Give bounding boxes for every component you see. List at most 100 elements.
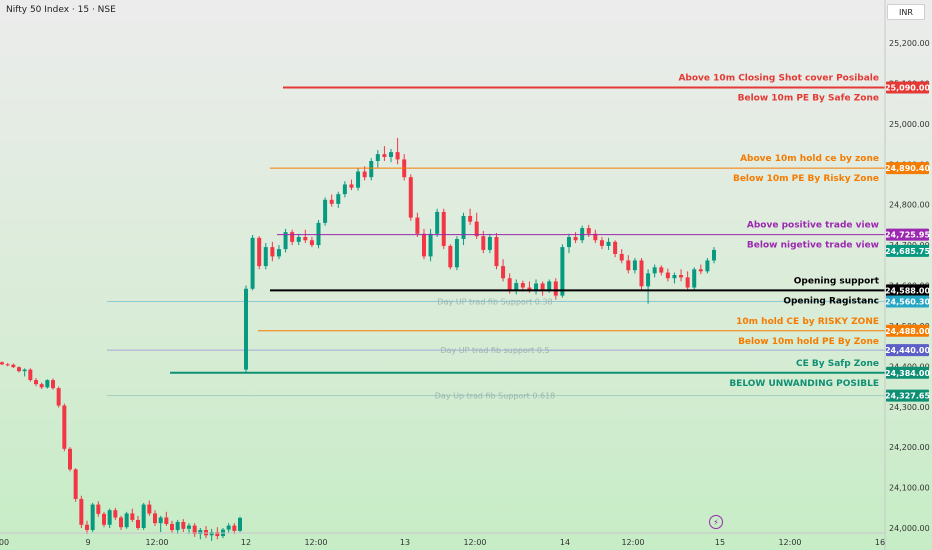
candle-body (494, 237, 499, 267)
x-tick-label: 15 (715, 538, 725, 547)
candle-body (461, 215, 466, 240)
candle-body (22, 369, 27, 372)
candle-body (566, 237, 571, 248)
level-label-below: Below nigetive trade view (747, 241, 879, 251)
candle-body (232, 525, 237, 531)
level-price-badge (886, 162, 929, 175)
y-tick-label: 24,100.00 (889, 484, 930, 493)
chart-title: Nifty 50 Index · 15 · NSE (6, 5, 116, 15)
candle-body (514, 283, 519, 290)
candle-body (501, 266, 506, 279)
lightning-bolt-icon[interactable]: ⚡ (709, 515, 723, 529)
candle-body (428, 233, 433, 257)
fib-price-badge (886, 344, 929, 357)
level-price-badge-text: 25,090.00 (885, 83, 930, 92)
candle-body (263, 247, 268, 267)
level-price-badge (886, 228, 929, 241)
candle-body (215, 532, 220, 537)
x-tick-label: 9 (85, 538, 90, 547)
currency-button[interactable]: INR (887, 4, 925, 20)
candle-body (560, 247, 565, 296)
last-price-badge-text: 24,685.75 (885, 247, 930, 256)
candle-body (672, 274, 677, 279)
level-price-badge-text: 24,588.00 (885, 286, 930, 295)
level-lines: Above 10m Closing Shot cover Posibale Bel… (170, 73, 885, 389)
candle-body (659, 267, 664, 273)
candle-body (276, 249, 281, 257)
candle-body (632, 260, 637, 271)
candle-body (619, 253, 624, 261)
candle-body (435, 211, 440, 234)
candle-body (290, 232, 295, 242)
level-price-badge (886, 324, 929, 337)
candle-body (170, 523, 174, 531)
candle-body (136, 519, 140, 528)
level-label-above: 10m hold CE by RISKY ZONE (736, 317, 879, 327)
candle-body (336, 194, 341, 204)
x-tick-label: 12:00 (778, 538, 801, 547)
level-price-badge-text: 24,384.00 (885, 369, 930, 378)
level-label-above: CE By Safp Zone (796, 359, 879, 369)
candle-body (107, 510, 112, 525)
candle-body (79, 498, 84, 525)
level-label-above: Opening support (794, 276, 880, 286)
candle-body (454, 239, 459, 268)
candle-body (652, 267, 657, 274)
y-tick-label: 24,800.00 (889, 201, 930, 210)
candle-body (468, 215, 473, 222)
candle-body (141, 504, 146, 528)
x-tick-label: 12:00 (145, 538, 168, 547)
candle-body (296, 237, 301, 242)
candle-body (421, 233, 426, 257)
level-price-badge (886, 81, 929, 94)
fib-label: Day Up trad fib Support 0.618 (435, 392, 556, 401)
candle-body (395, 152, 400, 160)
candle-body (329, 199, 334, 204)
fib-price-badge-text: 24,327.65 (885, 392, 930, 401)
fib-lines: Day UP trad fib Support 0.38 Day UP trad … (107, 298, 885, 401)
time-axis[interactable]: 00 9 12:00 12 12:00 13 12:00 14 12:00 15 12:00 16 (0, 538, 885, 547)
candle-body (17, 367, 21, 372)
x-tick-label: 13 (400, 538, 410, 547)
level-price-badge (886, 284, 929, 297)
candle-body (323, 199, 328, 223)
candle-body (11, 364, 16, 368)
candle-body (34, 380, 38, 385)
candle-body (303, 237, 308, 241)
level-label-above: Above 10m Closing Shot cover Posibale (678, 73, 879, 83)
level-label-above: Above positive trade view (747, 221, 879, 231)
candle-body (441, 211, 446, 246)
candle-body (679, 274, 684, 278)
candle-body (113, 510, 118, 518)
candle-body (73, 469, 78, 499)
candle-body (685, 277, 690, 288)
level-label-below: Opening Ragistanc (783, 296, 879, 306)
x-tick-label: 16 (875, 538, 885, 547)
fib-price-badge (886, 295, 929, 308)
fib-price-badge-text: 24,560.30 (885, 298, 930, 307)
candle-body (309, 240, 314, 246)
candle-body (85, 524, 89, 531)
fib-price-badge-text: 24,440.00 (885, 346, 930, 355)
candle-body (520, 283, 525, 288)
fib-label: Day UP trad fib Support 0.38 (437, 298, 552, 307)
fib-price-badge (886, 389, 929, 402)
candle-body (192, 525, 197, 535)
candle-body (124, 513, 129, 528)
y-tick-label: 24,000.00 (889, 524, 930, 533)
level-label-below: Below 10m PE By Safe Zone (738, 93, 879, 103)
candle-body (613, 241, 618, 254)
x-tick-label: 12:00 (463, 538, 486, 547)
candle-body (45, 380, 50, 388)
candle-body (164, 517, 169, 524)
y-tick-label: 25,200.00 (889, 39, 930, 48)
candle-body (712, 249, 716, 261)
candle-body (375, 154, 380, 162)
price-badges: 25,090.00 24,890.40 24,725.95 24,588.00 24,4… (885, 81, 930, 402)
candle-body (56, 388, 61, 406)
last-price-badge (886, 244, 929, 257)
level-price-badge (886, 366, 929, 379)
fib-label: Day UP trad fib support 0.5 (440, 346, 549, 355)
candle-body (382, 154, 387, 157)
